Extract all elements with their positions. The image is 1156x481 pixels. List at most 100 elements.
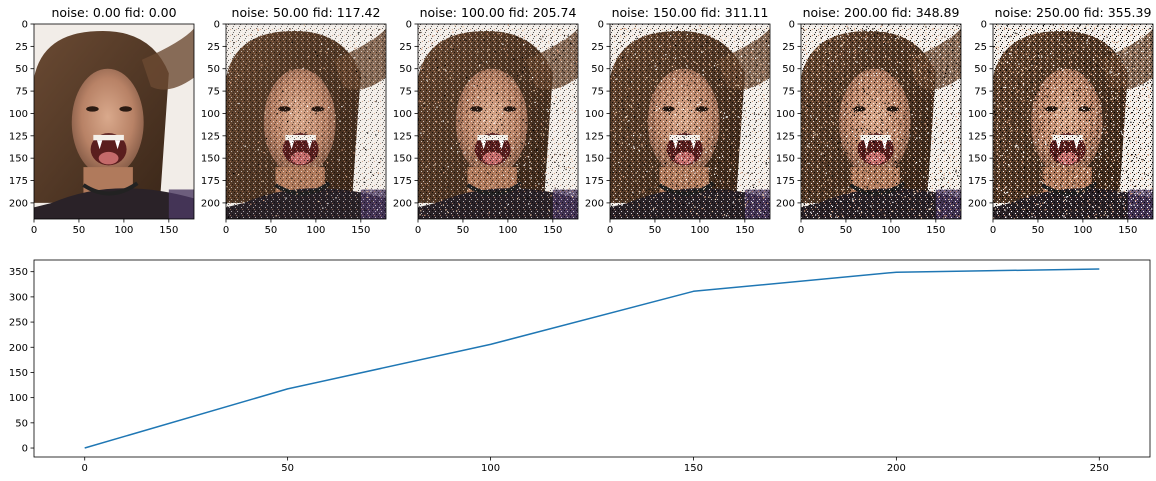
y-tick-label: 200 <box>201 198 220 209</box>
y-tick-label: 150 <box>9 154 28 165</box>
x-tick-label: 100 <box>881 225 900 236</box>
panel-frame <box>609 23 771 220</box>
x-tick-label: 150 <box>684 463 703 474</box>
y-tick-label: 100 <box>9 393 28 404</box>
image-panel: noise: 250.00 fid: 355.39 0 50 100 150 0 25 50 7… <box>968 5 1154 236</box>
y-tick-label: 100 <box>776 109 795 120</box>
panel-frame <box>417 23 579 220</box>
x-tick-label: 150 <box>159 225 178 236</box>
y-tick-label: 200 <box>393 198 412 209</box>
y-tick-label: 75 <box>591 87 604 98</box>
x-tick-label: 50 <box>457 225 470 236</box>
y-tick-label: 175 <box>393 176 412 187</box>
y-tick-label: 125 <box>393 131 412 142</box>
x-tick-label: 50 <box>649 225 662 236</box>
x-tick-label: 0 <box>31 225 37 236</box>
x-tick-label: 50 <box>265 225 278 236</box>
noise-overlay <box>610 24 770 219</box>
x-tick-label: 0 <box>415 225 421 236</box>
noise-overlay <box>801 24 961 219</box>
x-tick-label: 150 <box>351 225 370 236</box>
y-tick-label: 0 <box>981 20 987 31</box>
face-image <box>610 24 770 219</box>
y-tick-label: 150 <box>393 154 412 165</box>
y-tick-label: 0 <box>22 444 28 455</box>
y-tick-label: 0 <box>789 20 795 31</box>
chart-frame <box>33 259 1151 458</box>
panel-title: noise: 50.00 fid: 117.42 <box>232 5 381 20</box>
image-panel: noise: 0.00 fid: 0.00 0 50 100 150 0 25 50 75 100… <box>9 5 195 236</box>
y-tick-label: 50 <box>591 64 604 75</box>
noise-overlay <box>226 24 386 219</box>
y-tick-label: 75 <box>974 87 987 98</box>
x-tick-label: 100 <box>498 225 517 236</box>
y-tick-label: 100 <box>9 109 28 120</box>
image-panel: noise: 200.00 fid: 348.89 0 50 100 150 0 25 50 7… <box>776 5 962 236</box>
x-tick-label: 0 <box>990 225 996 236</box>
y-tick-label: 25 <box>15 42 28 53</box>
y-tick-label: 50 <box>207 64 220 75</box>
y-tick-label: 50 <box>15 418 28 429</box>
y-tick-label: 25 <box>399 42 412 53</box>
y-tick-label: 0 <box>214 20 220 31</box>
y-tick-label: 25 <box>782 42 795 53</box>
y-tick-label: 150 <box>9 368 28 379</box>
face-image <box>418 24 578 219</box>
panel-title: noise: 0.00 fid: 0.00 <box>51 5 176 20</box>
panel-frame <box>992 23 1154 220</box>
y-tick-label: 175 <box>9 176 28 187</box>
noise-speckle <box>226 24 386 219</box>
x-tick-label: 50 <box>1032 225 1045 236</box>
y-tick-label: 150 <box>585 154 604 165</box>
y-tick-label: 100 <box>201 109 220 120</box>
y-tick-label: 150 <box>968 154 987 165</box>
x-tick-label: 100 <box>690 225 709 236</box>
y-tick-label: 50 <box>974 64 987 75</box>
noise-speckle <box>993 24 1154 220</box>
face-image <box>226 24 386 219</box>
y-tick-label: 175 <box>585 176 604 187</box>
y-tick-label: 0 <box>598 20 604 31</box>
x-tick-label: 50 <box>840 225 853 236</box>
y-tick-label: 150 <box>201 154 220 165</box>
fid-series-line <box>84 268 1100 449</box>
x-tick-label: 100 <box>306 225 325 236</box>
y-tick-label: 125 <box>201 131 220 142</box>
x-tick-label: 0 <box>607 225 613 236</box>
y-tick-label: 100 <box>968 109 987 120</box>
x-tick-label: 150 <box>926 225 945 236</box>
face-image <box>993 24 1154 220</box>
x-tick-label: 150 <box>1118 225 1137 236</box>
y-tick-label: 200 <box>585 198 604 209</box>
y-tick-label: 25 <box>591 42 604 53</box>
y-tick-label: 75 <box>782 87 795 98</box>
y-tick-label: 200 <box>968 198 987 209</box>
y-tick-label: 300 <box>9 292 28 303</box>
noise-overlay <box>418 24 578 219</box>
x-tick-label: 150 <box>735 225 754 236</box>
y-tick-label: 200 <box>776 198 795 209</box>
x-tick-label: 150 <box>543 225 562 236</box>
y-tick-label: 50 <box>15 64 28 75</box>
y-tick-label: 175 <box>968 176 987 187</box>
y-tick-label: 75 <box>15 87 28 98</box>
face-image <box>801 24 962 220</box>
y-tick-label: 25 <box>974 42 987 53</box>
x-tick-label: 100 <box>1073 225 1092 236</box>
y-tick-label: 125 <box>585 131 604 142</box>
noise-speckle <box>801 24 962 220</box>
image-panel: noise: 150.00 fid: 311.11 0 50 100 150 0 25 50 7… <box>585 5 771 236</box>
panel-frame <box>33 23 195 220</box>
y-tick-label: 50 <box>782 64 795 75</box>
y-tick-label: 125 <box>9 131 28 142</box>
x-tick-label: 0 <box>223 225 229 236</box>
x-tick-label: 50 <box>281 463 294 474</box>
x-tick-label: 100 <box>481 463 500 474</box>
y-tick-label: 175 <box>776 176 795 187</box>
noise-speckle <box>610 24 770 219</box>
y-tick-label: 75 <box>207 87 220 98</box>
x-tick-label: 0 <box>82 463 88 474</box>
y-tick-label: 200 <box>9 343 28 354</box>
x-tick-label: 0 <box>798 225 804 236</box>
y-tick-label: 0 <box>406 20 412 31</box>
